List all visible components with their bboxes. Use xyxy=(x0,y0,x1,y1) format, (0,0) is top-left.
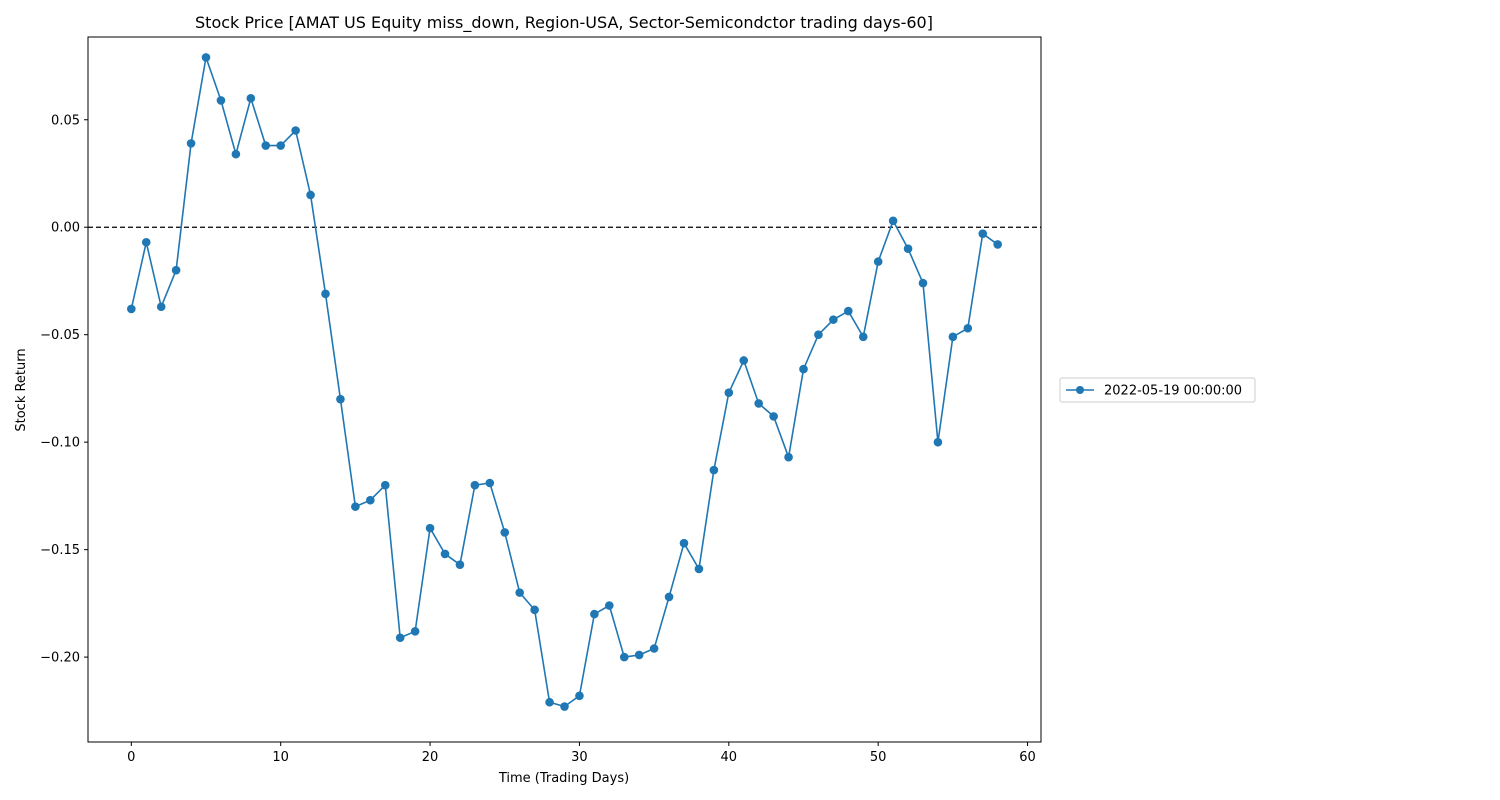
data-point xyxy=(336,394,345,404)
data-point xyxy=(844,306,853,316)
data-point xyxy=(739,356,749,365)
data-point xyxy=(440,549,450,559)
data-point xyxy=(156,302,166,312)
data-point xyxy=(515,588,524,597)
data-point xyxy=(410,627,420,636)
data-point xyxy=(575,691,584,701)
data-point xyxy=(545,697,554,707)
data-point xyxy=(873,257,883,266)
data-point xyxy=(425,523,435,533)
data-point xyxy=(455,560,465,569)
data-point xyxy=(709,465,719,475)
data-point xyxy=(291,126,300,135)
data-point xyxy=(351,502,360,511)
x-tick-label: 20 xyxy=(422,750,439,765)
data-point xyxy=(231,149,241,159)
y-axis: 0.05 0.00 −0.05 −0.10 −0.15 −0.20 xyxy=(40,113,88,666)
data-point xyxy=(395,633,405,643)
data-point xyxy=(679,538,689,548)
legend-label: 2022-05-19 00:00:00 xyxy=(1104,384,1242,399)
y-tick-label: −0.05 xyxy=(40,328,80,343)
y-tick-label: −0.20 xyxy=(40,651,80,666)
data-point xyxy=(963,323,973,333)
x-tick-label: 50 xyxy=(870,750,887,765)
data-point xyxy=(127,304,136,314)
data-point xyxy=(261,141,271,150)
plot-frame xyxy=(87,36,1042,743)
x-axis-title: Time (Trading Days) xyxy=(498,771,629,786)
data-point xyxy=(216,96,226,105)
data-point xyxy=(306,190,315,200)
data-point xyxy=(814,330,823,339)
data-point xyxy=(754,399,763,408)
y-axis-title: Stock Return xyxy=(14,348,29,431)
data-point xyxy=(664,592,674,602)
data-point xyxy=(500,528,510,537)
x-tick-label: 60 xyxy=(1019,750,1036,765)
data-point xyxy=(485,478,495,488)
data-point xyxy=(380,480,390,490)
data-point xyxy=(186,139,196,148)
x-tick-label: 30 xyxy=(571,750,588,765)
data-point xyxy=(948,332,958,342)
data-point xyxy=(829,315,838,324)
data-point xyxy=(769,412,778,421)
x-tick-label: 10 xyxy=(272,750,289,765)
data-point xyxy=(201,53,211,62)
data-point xyxy=(141,237,151,247)
data-point xyxy=(276,141,285,150)
y-tick-label: 0.05 xyxy=(51,113,80,128)
y-tick-label: 0.00 xyxy=(51,221,80,236)
data-point xyxy=(918,278,928,288)
data-point xyxy=(694,564,704,574)
data-point xyxy=(321,289,330,299)
data-point xyxy=(590,609,599,619)
legend: 2022-05-19 00:00:00 xyxy=(1059,377,1256,403)
data-point xyxy=(784,452,793,462)
data-point xyxy=(724,388,734,398)
x-tick-label: 40 xyxy=(721,750,738,765)
data-point xyxy=(933,437,943,447)
data-point xyxy=(171,265,181,275)
data-point xyxy=(246,93,256,103)
data-point xyxy=(619,652,629,662)
data-point xyxy=(605,601,614,610)
legend-box xyxy=(1059,377,1256,403)
data-point xyxy=(993,240,1002,249)
y-tick-label: −0.10 xyxy=(40,436,80,451)
data-point xyxy=(858,332,868,342)
data-point xyxy=(799,364,808,374)
data-point xyxy=(888,216,898,226)
data-point xyxy=(649,644,659,653)
plot-area xyxy=(87,36,1042,743)
chart-title: Stock Price [AMAT US Equity miss_down, R… xyxy=(195,13,933,33)
data-point xyxy=(903,244,913,254)
data-point xyxy=(530,605,539,615)
legend-marker-swatch xyxy=(1076,386,1084,394)
series-points xyxy=(127,53,1002,711)
data-point xyxy=(560,702,569,711)
y-tick-label: −0.15 xyxy=(40,543,80,558)
data-point xyxy=(470,480,480,490)
data-point xyxy=(366,495,375,505)
x-tick-label: 0 xyxy=(127,750,135,765)
data-point xyxy=(634,650,644,660)
x-axis: 0 10 20 30 40 50 60 xyxy=(127,742,1036,765)
data-point xyxy=(978,229,988,238)
